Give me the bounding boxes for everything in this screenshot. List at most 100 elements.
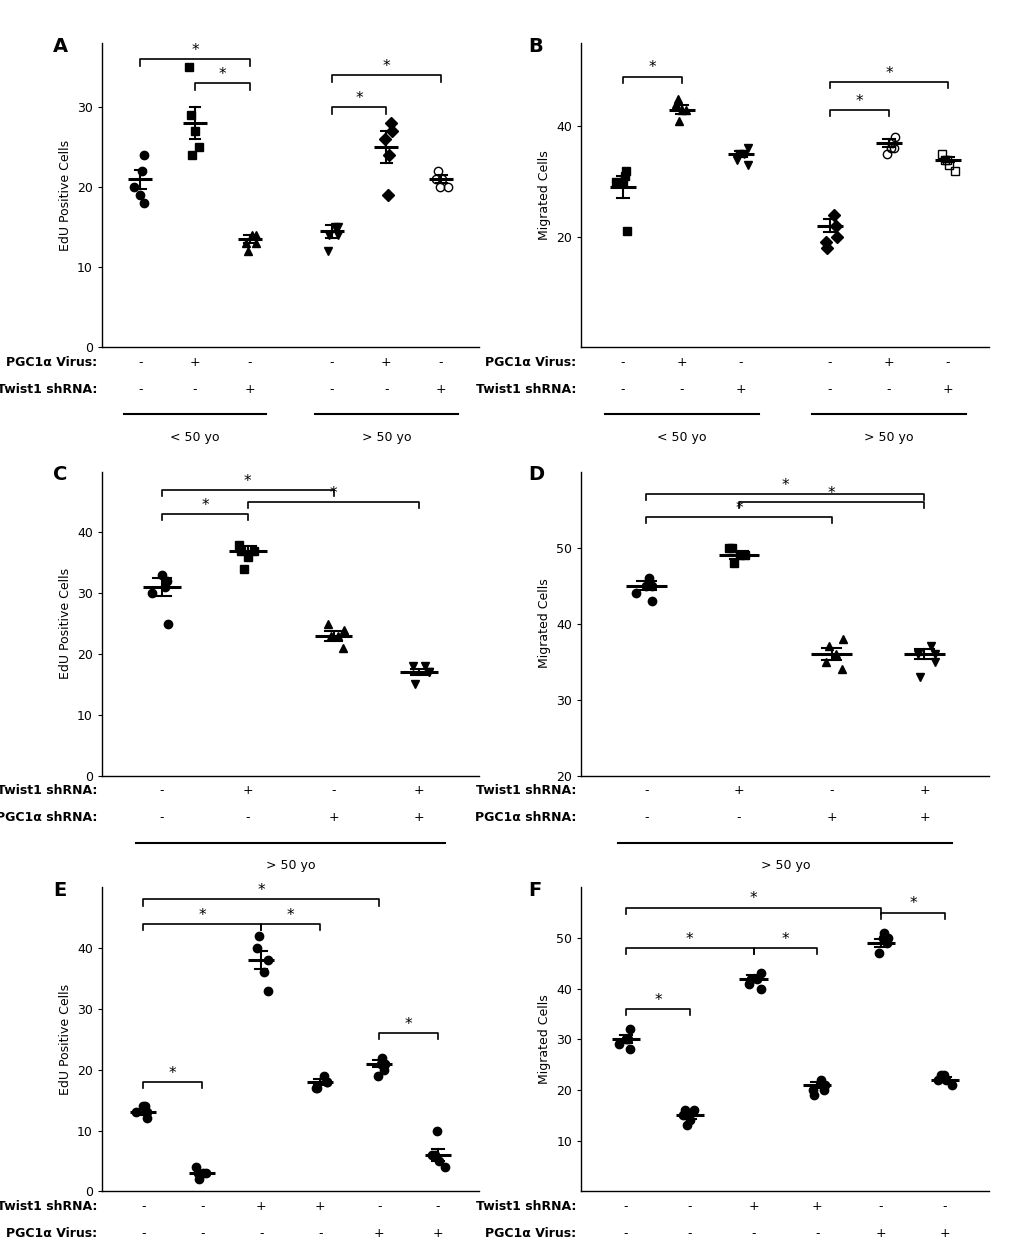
Text: -: - xyxy=(259,1227,263,1240)
Text: -: - xyxy=(318,1227,322,1240)
Text: *: * xyxy=(201,498,209,513)
Text: -: - xyxy=(643,784,648,797)
Text: +: + xyxy=(875,1227,886,1240)
Text: *: * xyxy=(735,501,742,516)
Text: D: D xyxy=(528,465,544,484)
Text: F: F xyxy=(528,881,541,900)
Text: *: * xyxy=(257,884,265,898)
Text: +: + xyxy=(432,1227,443,1240)
Text: +: + xyxy=(676,356,687,369)
Text: +: + xyxy=(435,383,446,396)
Text: *: * xyxy=(648,61,655,76)
Text: -: - xyxy=(736,812,741,824)
Text: -: - xyxy=(329,383,333,396)
Y-axis label: EdU Positive Cells: EdU Positive Cells xyxy=(58,984,71,1095)
Text: +: + xyxy=(882,356,894,369)
Text: -: - xyxy=(377,1200,381,1212)
Text: PGC1α Virus:: PGC1α Virus: xyxy=(485,356,576,369)
Text: Twist1 shRNA:: Twist1 shRNA: xyxy=(0,383,97,396)
Text: *: * xyxy=(218,67,226,82)
Text: -: - xyxy=(138,356,143,369)
Text: -: - xyxy=(826,356,832,369)
Text: *: * xyxy=(749,891,756,906)
Text: E: E xyxy=(53,881,66,900)
Text: +: + xyxy=(256,1200,266,1212)
Text: +: + xyxy=(245,383,255,396)
Text: +: + xyxy=(748,1200,758,1212)
Text: -: - xyxy=(751,1227,755,1240)
Text: Twist1 shRNA:: Twist1 shRNA: xyxy=(476,1200,576,1212)
Text: -: - xyxy=(687,1200,691,1212)
Text: > 50 yo: > 50 yo xyxy=(863,431,913,443)
Text: > 50 yo: > 50 yo xyxy=(362,431,411,443)
Text: -: - xyxy=(438,356,443,369)
Y-axis label: Migrated Cells: Migrated Cells xyxy=(537,578,550,669)
Text: *: * xyxy=(329,485,337,501)
Text: *: * xyxy=(855,93,862,108)
Text: -: - xyxy=(141,1200,146,1212)
Text: +: + xyxy=(190,356,200,369)
Text: -: - xyxy=(246,812,250,824)
Text: -: - xyxy=(384,383,388,396)
Text: -: - xyxy=(814,1227,818,1240)
Text: -: - xyxy=(886,383,891,396)
Text: -: - xyxy=(331,784,335,797)
Text: +: + xyxy=(942,383,953,396)
Text: *: * xyxy=(908,896,916,911)
Text: *: * xyxy=(686,932,693,947)
Text: -: - xyxy=(826,383,832,396)
Text: +: + xyxy=(315,1200,325,1212)
Text: -: - xyxy=(329,356,333,369)
Text: -: - xyxy=(200,1227,204,1240)
Y-axis label: EdU Positive Cells: EdU Positive Cells xyxy=(58,568,71,679)
Text: -: - xyxy=(141,1227,146,1240)
Text: *: * xyxy=(199,907,206,922)
Y-axis label: Migrated Cells: Migrated Cells xyxy=(537,150,550,241)
Text: < 50 yo: < 50 yo xyxy=(170,431,219,443)
Text: < 50 yo: < 50 yo xyxy=(656,431,706,443)
Text: *: * xyxy=(169,1066,176,1081)
Text: -: - xyxy=(620,356,625,369)
Text: +: + xyxy=(811,1200,821,1212)
Text: *: * xyxy=(191,43,199,58)
Text: Twist1 shRNA:: Twist1 shRNA: xyxy=(0,1200,97,1212)
Text: A: A xyxy=(53,37,68,56)
Text: *: * xyxy=(405,1018,412,1033)
Y-axis label: EdU Positive Cells: EdU Positive Cells xyxy=(58,140,71,251)
Text: Twist1 shRNA:: Twist1 shRNA: xyxy=(0,784,97,797)
Text: -: - xyxy=(193,383,197,396)
Text: -: - xyxy=(160,784,164,797)
Text: +: + xyxy=(938,1227,949,1240)
Text: *: * xyxy=(653,993,661,1008)
Text: PGC1α Virus:: PGC1α Virus: xyxy=(6,1227,97,1240)
Text: +: + xyxy=(414,812,424,824)
Text: PGC1α Virus:: PGC1α Virus: xyxy=(6,356,97,369)
Text: +: + xyxy=(918,812,929,824)
Text: -: - xyxy=(643,812,648,824)
Text: *: * xyxy=(244,474,252,489)
Text: *: * xyxy=(355,92,363,107)
Y-axis label: Migrated Cells: Migrated Cells xyxy=(537,994,550,1085)
Text: -: - xyxy=(945,356,950,369)
Text: +: + xyxy=(414,784,424,797)
Text: PGC1α Virus:: PGC1α Virus: xyxy=(485,1227,576,1240)
Text: *: * xyxy=(286,907,294,922)
Text: -: - xyxy=(248,356,252,369)
Text: -: - xyxy=(200,1200,204,1212)
Text: -: - xyxy=(138,383,143,396)
Text: +: + xyxy=(733,784,744,797)
Text: -: - xyxy=(828,784,834,797)
Text: -: - xyxy=(160,812,164,824)
Text: B: B xyxy=(528,37,542,56)
Text: +: + xyxy=(735,383,746,396)
Text: -: - xyxy=(738,356,743,369)
Text: PGC1α shRNA:: PGC1α shRNA: xyxy=(475,812,576,824)
Text: > 50 yo: > 50 yo xyxy=(266,859,315,871)
Text: > 50 yo: > 50 yo xyxy=(760,859,809,871)
Text: -: - xyxy=(620,383,625,396)
Text: -: - xyxy=(624,1200,628,1212)
Text: C: C xyxy=(53,465,67,484)
Text: +: + xyxy=(918,784,929,797)
Text: *: * xyxy=(884,66,892,81)
Text: +: + xyxy=(328,812,338,824)
